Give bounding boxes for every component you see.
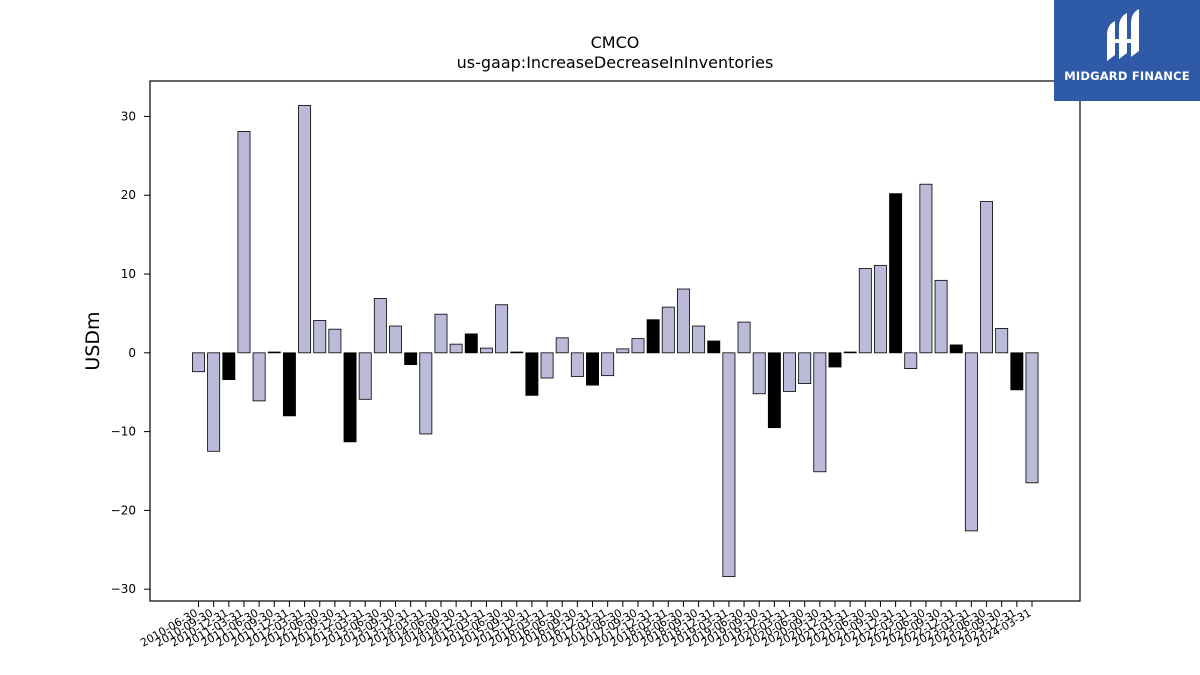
bar-2022-06-30 (919, 183, 933, 354)
y-tick-label: 30 (121, 109, 136, 123)
bar-2020-03-31 (783, 352, 796, 392)
bar-2016-03-31 (540, 352, 554, 379)
bar-2016-06-30 (555, 337, 569, 354)
bar-2014-12-31 (464, 333, 478, 354)
bar-2010-12-31 (222, 352, 236, 381)
bar-2020-06-30 (798, 352, 812, 384)
logo-text: MIDGARD FINANCE (1064, 69, 1190, 83)
bar-2018-03-31 (661, 306, 675, 354)
bar-2014-03-31 (419, 352, 433, 435)
y-tick-label: −10 (111, 425, 136, 439)
bar-2021-12-31 (889, 193, 903, 354)
y-tick-label: −30 (111, 582, 136, 596)
bar-2012-06-30 (313, 320, 327, 354)
y-tick-label: 10 (121, 267, 136, 281)
bar-2012-03-31 (298, 105, 312, 354)
bar-2013-03-31 (358, 352, 372, 400)
bar-2022-12-31 (949, 344, 963, 354)
bar-2015-06-30 (495, 304, 509, 354)
bar-2013-09-30 (389, 325, 402, 354)
midgard-logo-icon (1107, 9, 1139, 61)
plot-area (149, 80, 1081, 602)
bar-2016-09-30 (570, 352, 584, 377)
bar-2021-09-30 (873, 264, 887, 354)
bar-2017-06-30 (616, 348, 630, 354)
bar-2020-09-30 (813, 352, 827, 473)
bar-2012-12-31 (343, 352, 357, 443)
bar-2015-12-31 (525, 352, 539, 396)
bar-2019-06-30 (737, 321, 751, 354)
bar-2018-12-31 (707, 340, 721, 354)
bar-2021-03-31 (843, 351, 857, 354)
y-tick-label: 0 (128, 346, 136, 360)
bar-2024-03-31 (1025, 352, 1039, 484)
midgard-logo: MIDGARD FINANCE (1054, 0, 1200, 101)
bar-2011-03-31 (237, 131, 251, 354)
bar-2023-03-31 (964, 352, 978, 532)
bar-2019-09-30 (752, 352, 766, 395)
bar-2020-12-31 (828, 352, 842, 368)
bar-2014-06-30 (434, 313, 448, 354)
bar-2013-12-31 (404, 352, 418, 366)
bar-2023-06-30 (980, 201, 993, 354)
bar-2023-09-30 (995, 327, 1009, 354)
bar-2017-03-31 (601, 352, 615, 377)
bar-2019-03-31 (722, 352, 736, 577)
bar-2014-09-30 (449, 343, 463, 354)
bar-2017-09-30 (631, 338, 645, 354)
bar-2019-12-31 (767, 352, 781, 429)
y-tick-label: 20 (121, 188, 136, 202)
bar-2022-09-30 (934, 279, 948, 354)
bar-2012-09-30 (328, 328, 342, 354)
bar-2015-09-30 (510, 351, 524, 354)
bar-2018-09-30 (692, 325, 706, 354)
bar-2023-12-31 (1010, 352, 1024, 391)
chart-subtitle: us-gaap:IncreaseDecreaseInInventories (457, 53, 774, 72)
bar-2022-03-31 (904, 352, 918, 369)
chart-title: CMCO (591, 33, 640, 52)
bar-2018-06-30 (676, 288, 690, 354)
y-axis-label: USDm (82, 311, 104, 370)
bar-2015-03-31 (479, 347, 493, 354)
bar-2021-06-30 (858, 268, 872, 354)
bar-2011-12-31 (282, 352, 296, 417)
bar-2010-09-30 (207, 352, 221, 452)
bar-2011-09-30 (267, 351, 281, 354)
bar-2011-06-30 (252, 352, 266, 402)
bar-2016-12-31 (586, 352, 599, 386)
bar-2013-06-30 (373, 298, 387, 354)
bar-2017-12-31 (646, 319, 660, 354)
bar-2010-06-30 (192, 352, 205, 373)
y-tick-label: −20 (111, 503, 136, 517)
